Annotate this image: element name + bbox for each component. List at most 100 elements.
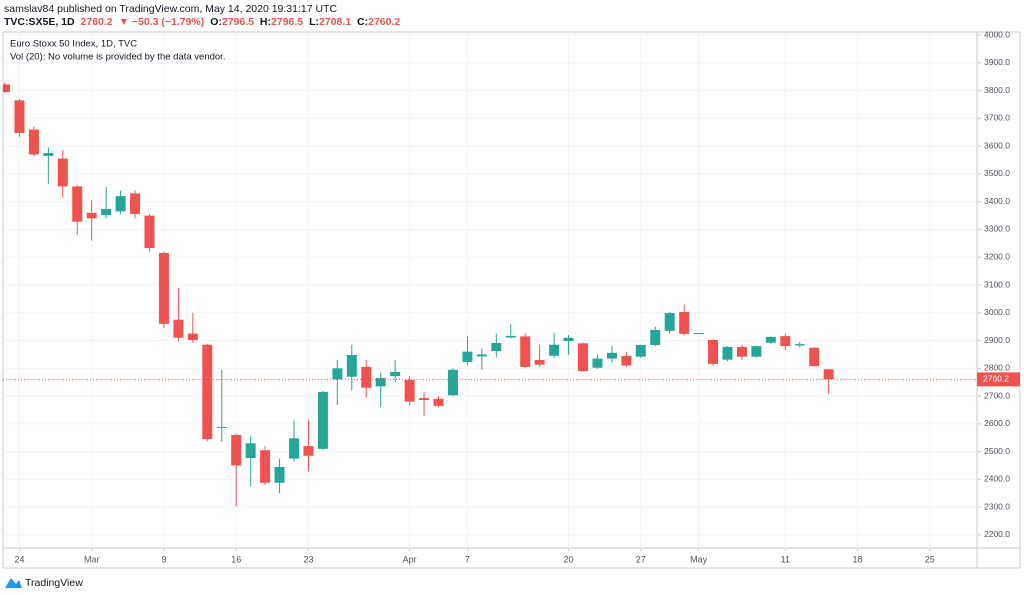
candle-body xyxy=(505,335,516,338)
candle-body xyxy=(549,344,560,356)
candle-body xyxy=(664,313,675,331)
candle-body xyxy=(245,443,256,459)
candle-body xyxy=(101,208,112,216)
x-tick-label: 27 xyxy=(636,554,646,564)
y-tick-label: 2800.0 xyxy=(984,363,1010,373)
candle-body xyxy=(404,379,415,402)
candle-body xyxy=(578,343,588,372)
y-tick-label: 3400.0 xyxy=(984,196,1010,206)
y-tick-label: 3000.0 xyxy=(984,307,1010,317)
candle-body xyxy=(447,369,458,396)
axes: 2200.0 2300.0 2400.0 2500.0 2600.0 2700.0 2800… xyxy=(14,29,1020,564)
candle-body xyxy=(809,347,820,367)
candle-body xyxy=(606,352,617,359)
candle-body xyxy=(679,311,690,334)
y-tick-label: 2600.0 xyxy=(984,418,1010,428)
candle-body xyxy=(28,129,39,155)
grid xyxy=(3,32,977,548)
candle-body xyxy=(693,333,704,335)
publisher: samslav84 published on TradingView.com, … xyxy=(4,3,338,15)
x-tick-label: 25 xyxy=(925,554,935,564)
x-tick-label: May xyxy=(690,554,708,564)
candle-body xyxy=(3,84,10,92)
brand-name[interactable]: TradingView xyxy=(25,577,83,589)
x-tick-label: 20 xyxy=(564,554,574,564)
x-tick-label: 16 xyxy=(231,554,241,564)
low-value: 2708.1 xyxy=(318,16,352,28)
y-tick-label: 2300.0 xyxy=(984,501,1010,511)
chart-title: Euro Stoxx 50 Index, 1D, TVC xyxy=(10,39,137,50)
candle-body xyxy=(86,212,97,219)
candle-body xyxy=(187,333,198,340)
x-tick-label: 24 xyxy=(14,554,24,564)
low-label: L: xyxy=(309,16,319,28)
x-tick-label: Apr xyxy=(403,554,417,564)
candle-body xyxy=(57,158,68,187)
y-tick-label: 2400.0 xyxy=(984,474,1010,484)
close-label: C: xyxy=(357,16,369,28)
chart-frame xyxy=(2,31,1021,569)
candle-body xyxy=(274,466,285,483)
candle-body xyxy=(130,193,141,214)
candle-body xyxy=(708,339,719,364)
candle-body xyxy=(592,358,603,368)
candle-body xyxy=(635,344,646,357)
candle-body xyxy=(520,336,531,367)
y-tick-label: 3200.0 xyxy=(984,251,1010,261)
y-tick-label: 3700.0 xyxy=(984,113,1010,123)
candle-body xyxy=(14,100,25,134)
y-tick-label: 3300.0 xyxy=(984,224,1010,234)
candle-body xyxy=(780,336,791,347)
candles xyxy=(3,82,977,507)
x-tick-label: 11 xyxy=(781,554,790,564)
candle-body xyxy=(216,426,227,428)
candle-body xyxy=(72,186,83,222)
candle-body xyxy=(462,351,473,362)
candle-body xyxy=(158,253,169,324)
candle-body xyxy=(289,438,299,459)
publisher-line: samslav84 published on TradingView.com, … xyxy=(4,3,340,15)
candle-body xyxy=(317,391,328,449)
open-value: 2796.5 xyxy=(221,16,254,28)
y-tick-label: 3900.0 xyxy=(984,57,1010,67)
candle-body xyxy=(823,369,834,380)
candle-body xyxy=(260,450,271,483)
candle-body xyxy=(202,344,213,440)
y-tick-label: 3100.0 xyxy=(984,279,1010,289)
candle-body xyxy=(361,366,372,388)
candle-body xyxy=(794,344,805,346)
candle-body xyxy=(736,346,747,357)
y-tick-label: 2500.0 xyxy=(984,446,1010,456)
chart-subtitle: Vol (20): No volume is provided by the d… xyxy=(10,52,225,63)
x-tick-label: Mar xyxy=(84,554,100,564)
candle-body xyxy=(433,398,444,406)
candle-body xyxy=(476,354,487,357)
price-change: ▼ −50.3 (−1.79%) xyxy=(118,16,205,28)
y-tick-label: 3800.0 xyxy=(984,85,1010,95)
candle-body xyxy=(43,153,54,156)
candle-body xyxy=(650,329,661,345)
x-tick-label: 9 xyxy=(161,554,166,564)
x-tick-label: 7 xyxy=(465,554,470,564)
y-tick-label: 2900.0 xyxy=(984,335,1010,345)
candle-body xyxy=(722,346,733,360)
quote-line: TVC:SX5E, 1D 2760.2 ▼ −50.3 (−1.79%) O:2… xyxy=(4,16,403,28)
logo-icon xyxy=(5,578,22,588)
candle-body xyxy=(346,354,357,377)
last-price-tag xyxy=(977,372,1020,387)
x-tick-label: 23 xyxy=(303,554,313,564)
candle-body xyxy=(332,368,343,380)
candle-body xyxy=(491,343,502,352)
candle-body xyxy=(534,359,545,365)
brand-logo: TradingView xyxy=(5,577,83,589)
last-price-label: 2760.2 xyxy=(983,374,1009,384)
candle-body xyxy=(115,196,126,212)
candle-body xyxy=(231,434,242,466)
symbol: TVC:SX5E, 1D xyxy=(4,16,75,28)
open-label: O: xyxy=(210,16,222,28)
candle-body xyxy=(303,446,314,456)
candle-body xyxy=(173,319,184,338)
y-tick-label: 3500.0 xyxy=(984,168,1010,178)
